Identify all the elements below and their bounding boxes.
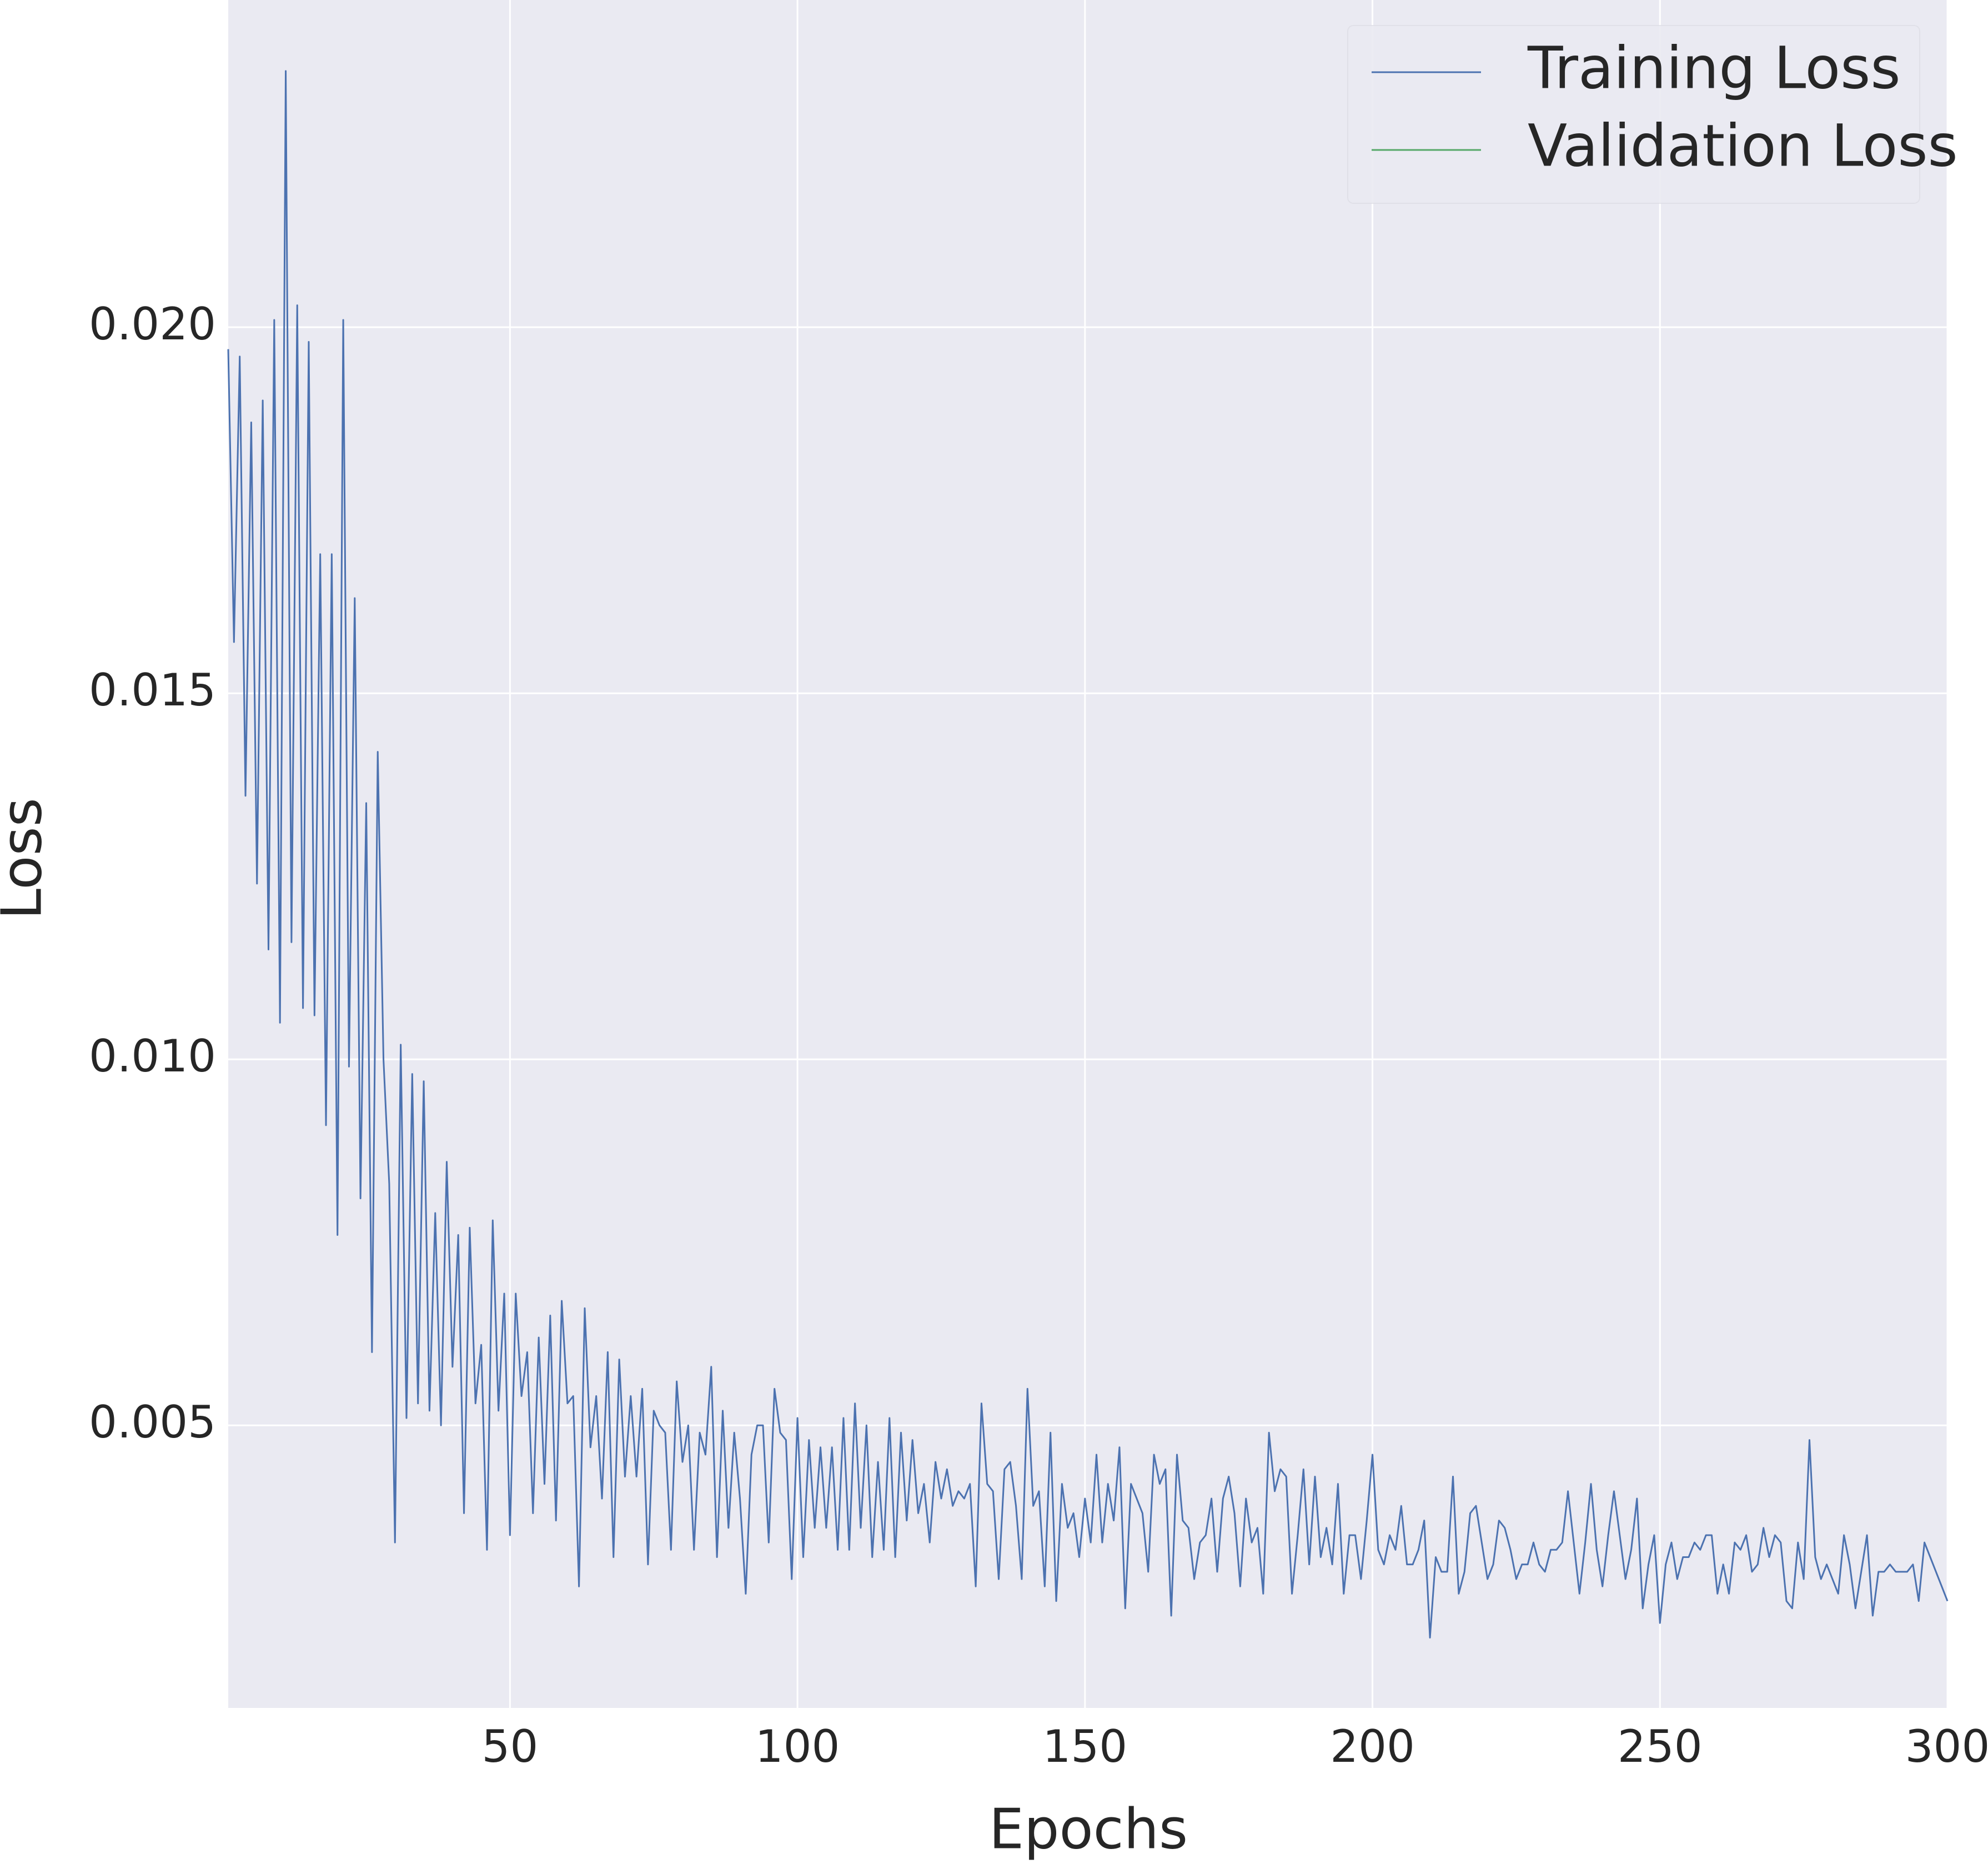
y-tick-label: 0.010 — [89, 1030, 216, 1082]
x-tick-label: 50 — [481, 1721, 538, 1772]
plot-background — [228, 0, 1947, 1708]
legend: Training Loss Validation Loss — [1347, 25, 1958, 204]
y-tick-label: 0.020 — [89, 298, 216, 350]
x-tick-label: 150 — [1042, 1721, 1127, 1772]
lines — [227, 70, 1949, 1638]
y-tick-label: 0.005 — [89, 1396, 216, 1448]
x-tick-label: 100 — [755, 1721, 840, 1772]
x-tick-label: 300 — [1905, 1721, 1988, 1772]
grid — [228, 0, 1949, 1708]
x-tick-label: 250 — [1618, 1721, 1703, 1772]
ticks: 0.005 0.010 0.015 0.020 50 100 150 200 250 300 — [89, 298, 1988, 1772]
y-axis-label: Loss — [0, 798, 54, 919]
y-tick-label: 0.015 — [89, 664, 216, 716]
x-tick-label: 200 — [1330, 1721, 1415, 1772]
x-axis-label: Epochs — [989, 1796, 1188, 1861]
legend-frame — [1347, 25, 1920, 204]
legend-label: Training Loss — [1527, 34, 1901, 102]
line-series — [227, 70, 1949, 1638]
legend-label: Validation Loss — [1528, 112, 1958, 179]
